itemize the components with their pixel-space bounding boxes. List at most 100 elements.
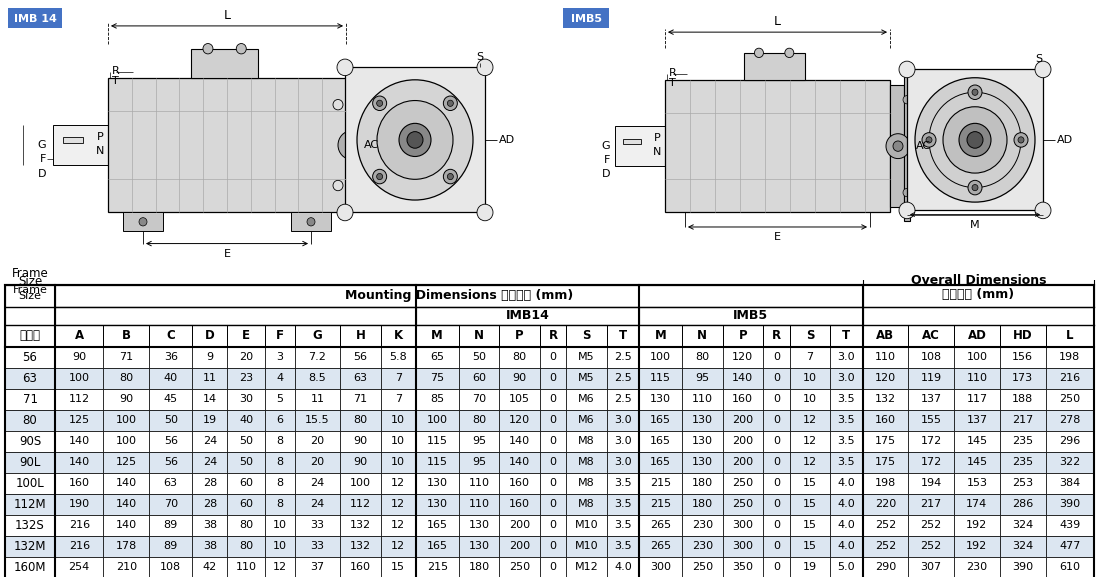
Bar xyxy=(499,325,540,347)
Circle shape xyxy=(447,100,454,106)
Bar xyxy=(149,536,192,557)
Text: 384: 384 xyxy=(1059,478,1080,489)
Text: 250: 250 xyxy=(732,500,753,509)
Text: 180: 180 xyxy=(691,500,713,509)
Bar xyxy=(954,452,1000,473)
Text: 3.0: 3.0 xyxy=(837,373,855,383)
Bar xyxy=(499,494,540,515)
Circle shape xyxy=(338,130,366,160)
Text: 110: 110 xyxy=(692,395,713,404)
Text: 71: 71 xyxy=(22,393,37,406)
Bar xyxy=(566,431,607,452)
Bar xyxy=(566,368,607,389)
Text: 278: 278 xyxy=(1059,415,1080,425)
Bar xyxy=(954,410,1000,431)
Text: 160M: 160M xyxy=(14,561,46,574)
Text: 115: 115 xyxy=(651,373,671,383)
Bar xyxy=(380,452,415,473)
Bar xyxy=(415,347,458,368)
Bar xyxy=(103,536,149,557)
Bar xyxy=(1045,557,1094,577)
Text: 90: 90 xyxy=(354,458,367,467)
Bar xyxy=(55,325,103,347)
Text: 265: 265 xyxy=(651,520,671,530)
Bar xyxy=(341,515,380,536)
Circle shape xyxy=(886,134,910,159)
Bar xyxy=(607,536,640,557)
Text: L: L xyxy=(1066,329,1074,342)
Bar xyxy=(192,536,227,557)
Text: 252: 252 xyxy=(875,541,896,552)
Bar xyxy=(763,389,790,410)
Text: 80: 80 xyxy=(240,520,253,530)
Bar xyxy=(458,494,499,515)
Bar xyxy=(103,410,149,431)
Bar xyxy=(908,347,954,368)
Text: 65: 65 xyxy=(430,353,444,362)
Text: 8.5: 8.5 xyxy=(309,373,326,383)
Bar xyxy=(192,494,227,515)
Text: 100: 100 xyxy=(349,478,371,489)
Text: 153: 153 xyxy=(966,478,987,489)
Bar xyxy=(607,368,640,389)
Bar xyxy=(380,389,415,410)
Bar xyxy=(265,431,295,452)
Bar xyxy=(192,347,227,368)
Bar xyxy=(790,410,830,431)
Bar xyxy=(682,536,722,557)
Bar xyxy=(227,410,265,431)
Text: 235: 235 xyxy=(1012,458,1033,467)
Bar xyxy=(341,325,380,347)
Bar xyxy=(682,494,722,515)
Text: 125: 125 xyxy=(68,415,90,425)
Text: 110: 110 xyxy=(875,353,896,362)
Text: Frame: Frame xyxy=(12,267,48,280)
Bar xyxy=(830,368,863,389)
Text: L: L xyxy=(774,15,781,28)
Bar xyxy=(607,452,640,473)
Text: 112: 112 xyxy=(349,500,371,509)
Bar xyxy=(763,515,790,536)
Text: 172: 172 xyxy=(921,436,942,447)
Text: 4.0: 4.0 xyxy=(837,500,855,509)
Text: 63: 63 xyxy=(23,372,37,385)
Text: 0: 0 xyxy=(773,478,780,489)
Text: 10: 10 xyxy=(391,458,406,467)
Text: 216: 216 xyxy=(1059,373,1080,383)
Text: AC: AC xyxy=(922,329,940,342)
Bar xyxy=(790,473,830,494)
Text: 6: 6 xyxy=(276,415,284,425)
Text: 40: 40 xyxy=(164,373,178,383)
Bar xyxy=(5,347,55,368)
Bar xyxy=(682,389,722,410)
Text: AC: AC xyxy=(364,140,379,150)
Circle shape xyxy=(899,61,915,78)
Text: 0: 0 xyxy=(773,395,780,404)
Text: 42: 42 xyxy=(202,563,217,572)
Text: 0: 0 xyxy=(773,520,780,530)
Text: 180: 180 xyxy=(468,563,489,572)
Bar xyxy=(908,515,954,536)
Bar xyxy=(295,389,341,410)
Bar xyxy=(341,389,380,410)
Bar xyxy=(682,368,722,389)
Circle shape xyxy=(377,100,382,106)
Text: 112: 112 xyxy=(68,395,90,404)
Text: N: N xyxy=(698,329,708,342)
Bar xyxy=(1045,515,1094,536)
Text: 12: 12 xyxy=(391,541,406,552)
Bar xyxy=(8,8,62,28)
Bar xyxy=(790,557,830,577)
Bar xyxy=(149,410,192,431)
Text: 172: 172 xyxy=(921,458,942,467)
Circle shape xyxy=(972,185,978,191)
Bar xyxy=(380,536,415,557)
Text: AD: AD xyxy=(499,135,515,145)
Bar xyxy=(295,368,341,389)
Bar xyxy=(499,389,540,410)
Bar xyxy=(103,325,149,347)
Text: 50: 50 xyxy=(240,436,253,447)
Bar xyxy=(1045,389,1094,410)
Circle shape xyxy=(203,43,213,54)
Bar xyxy=(55,515,103,536)
